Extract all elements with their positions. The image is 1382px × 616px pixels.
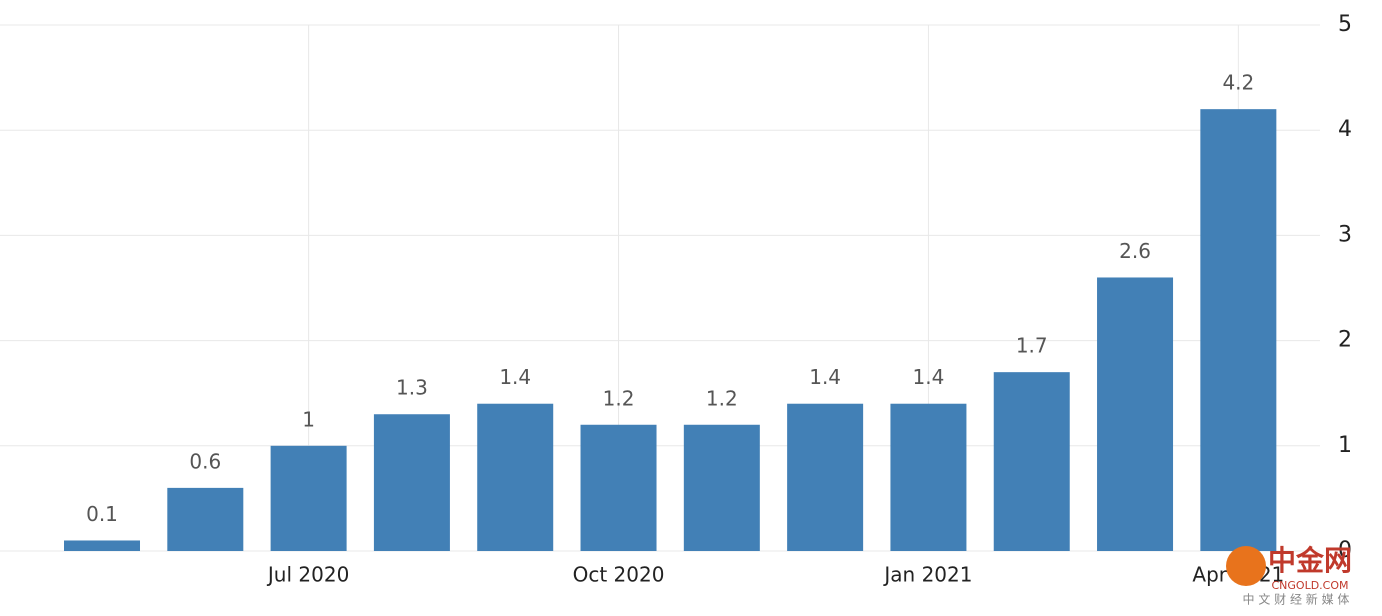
x-tick-label: Oct 2020 <box>573 563 665 587</box>
y-tick-label: 5 <box>1338 12 1352 37</box>
value-label: 1.4 <box>913 365 945 389</box>
bar <box>477 403 554 551</box>
value-label: 1.3 <box>396 376 428 400</box>
watermark-site: CNGOLD.COM <box>1271 579 1348 592</box>
value-label: 1.4 <box>499 365 531 389</box>
y-tick-label: 3 <box>1338 222 1352 247</box>
watermark: 中金网 CNGOLD.COM 中 文 财 经 新 媒 体 <box>1226 544 1352 607</box>
y-tick-label: 4 <box>1338 117 1352 142</box>
value-label: 1.2 <box>603 386 635 410</box>
value-label: 1.7 <box>1016 334 1048 358</box>
bar <box>993 372 1070 551</box>
value-label: 0.1 <box>86 502 118 526</box>
x-tick-label: Jan 2021 <box>882 563 972 587</box>
x-tick-label: Jul 2020 <box>266 563 349 587</box>
bar <box>1200 109 1277 551</box>
y-tick-label: 0 <box>1338 538 1352 563</box>
bar <box>64 540 141 551</box>
bar <box>270 445 347 551</box>
bar <box>373 414 450 551</box>
bar <box>1097 277 1174 551</box>
value-label: 2.6 <box>1119 239 1151 263</box>
value-label: 1 <box>302 407 315 431</box>
value-label: 1.4 <box>809 365 841 389</box>
bar <box>787 403 864 551</box>
value-label: 0.6 <box>189 449 221 473</box>
y-tick-label: 2 <box>1338 328 1352 353</box>
bar <box>167 487 244 551</box>
value-label: 1.2 <box>706 386 738 410</box>
watermark-title: 中金网 <box>1268 544 1352 577</box>
bar <box>580 424 657 551</box>
bar <box>890 403 967 551</box>
bar <box>683 424 760 551</box>
value-label: 4.2 <box>1222 71 1254 95</box>
watermark-slogan: 中 文 财 经 新 媒 体 <box>1243 592 1350 607</box>
y-tick-label: 1 <box>1338 433 1352 458</box>
watermark-logo <box>1226 546 1266 586</box>
